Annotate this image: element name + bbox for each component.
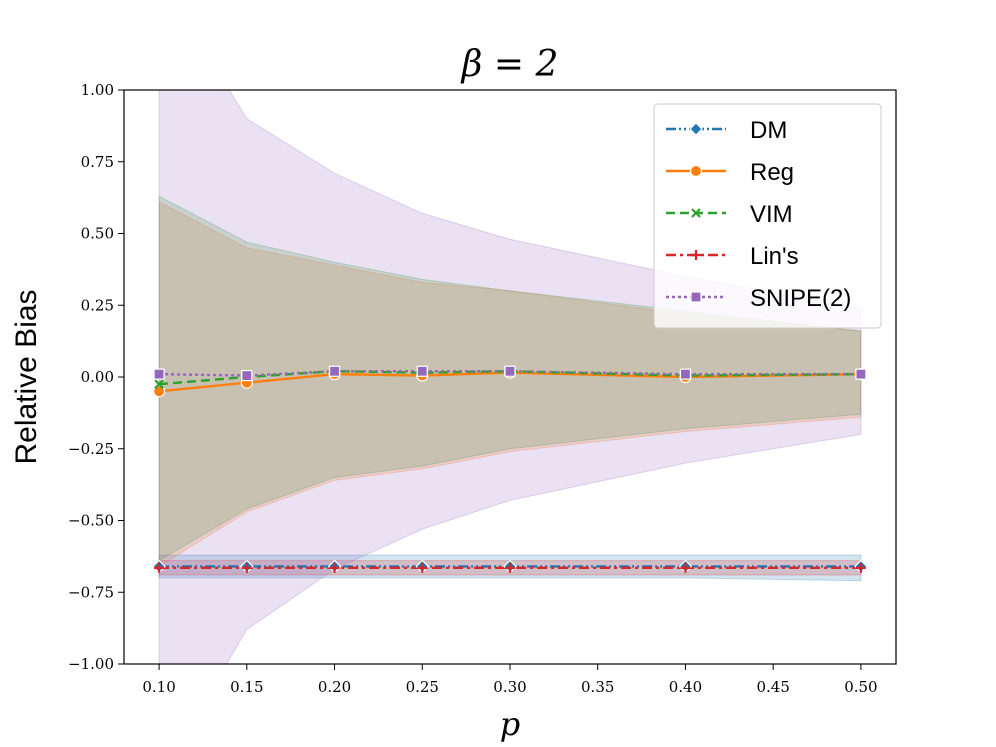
legend-label-vim: VIM [750, 201, 793, 228]
legend-marker-lin-s [691, 250, 701, 260]
y-tick-label: 0.75 [81, 153, 114, 171]
point-snipe-2 [153, 368, 165, 380]
x-tick-label: 0.10 [142, 678, 175, 696]
point-snipe-2 [328, 365, 341, 377]
legend-label-reg: Reg [750, 159, 794, 186]
point-lin-s [241, 562, 252, 573]
point-lin-s [154, 562, 165, 573]
point-snipe-2 [679, 368, 692, 380]
legend-marker-reg [689, 164, 703, 178]
legend-marker-snipe-2 [690, 291, 702, 303]
point-reg [152, 385, 166, 398]
point-snipe-2 [416, 365, 428, 377]
legend-box [653, 103, 882, 329]
y-tick-label: −0.25 [68, 440, 114, 458]
chart-title: β = 2 [460, 44, 559, 85]
legend: DM Reg VIM Lin's SNIPE(2) [653, 103, 882, 329]
legend-marker-vim [691, 208, 701, 218]
x-tick-label: 0.20 [318, 678, 351, 696]
x-axis-label: p [500, 705, 520, 743]
y-tick-label: 0.00 [81, 368, 114, 386]
point-snipe-2 [241, 369, 253, 382]
x-tick-label: 0.35 [581, 678, 614, 696]
point-snipe-2 [855, 368, 867, 380]
x-tick-label: 0.30 [493, 678, 526, 696]
y-tick-label: −0.75 [68, 583, 114, 601]
y-tick-label: 1.00 [81, 81, 114, 99]
point-vim [154, 379, 164, 389]
legend-label-lin-s: Lin's [750, 243, 799, 270]
y-axis-label: Relative Bias [10, 289, 43, 464]
x-tick-label: 0.40 [669, 678, 702, 696]
y-tick-label: −0.50 [68, 512, 114, 530]
legend-label-snipe-2: SNIPE(2) [750, 285, 851, 312]
x-tick-label: 0.45 [756, 678, 789, 696]
y-tick-label: −1.00 [68, 655, 114, 673]
point-snipe-2 [504, 365, 516, 377]
legend-marker-dm [689, 122, 703, 136]
band-reg [158, 201, 862, 568]
legend-label-dm: DM [750, 117, 787, 144]
point-lin-s [329, 562, 340, 573]
point-lin-s [417, 562, 428, 573]
point-lin-s [855, 562, 866, 573]
y-tick-label: 0.50 [81, 225, 114, 243]
point-lin-s [505, 562, 515, 573]
x-tick-label: 0.15 [230, 678, 263, 696]
x-tick-label: 0.25 [406, 678, 439, 696]
y-tick-label: 0.25 [81, 296, 114, 314]
point-lin-s [680, 562, 691, 573]
x-tick-label: 0.50 [844, 678, 877, 696]
